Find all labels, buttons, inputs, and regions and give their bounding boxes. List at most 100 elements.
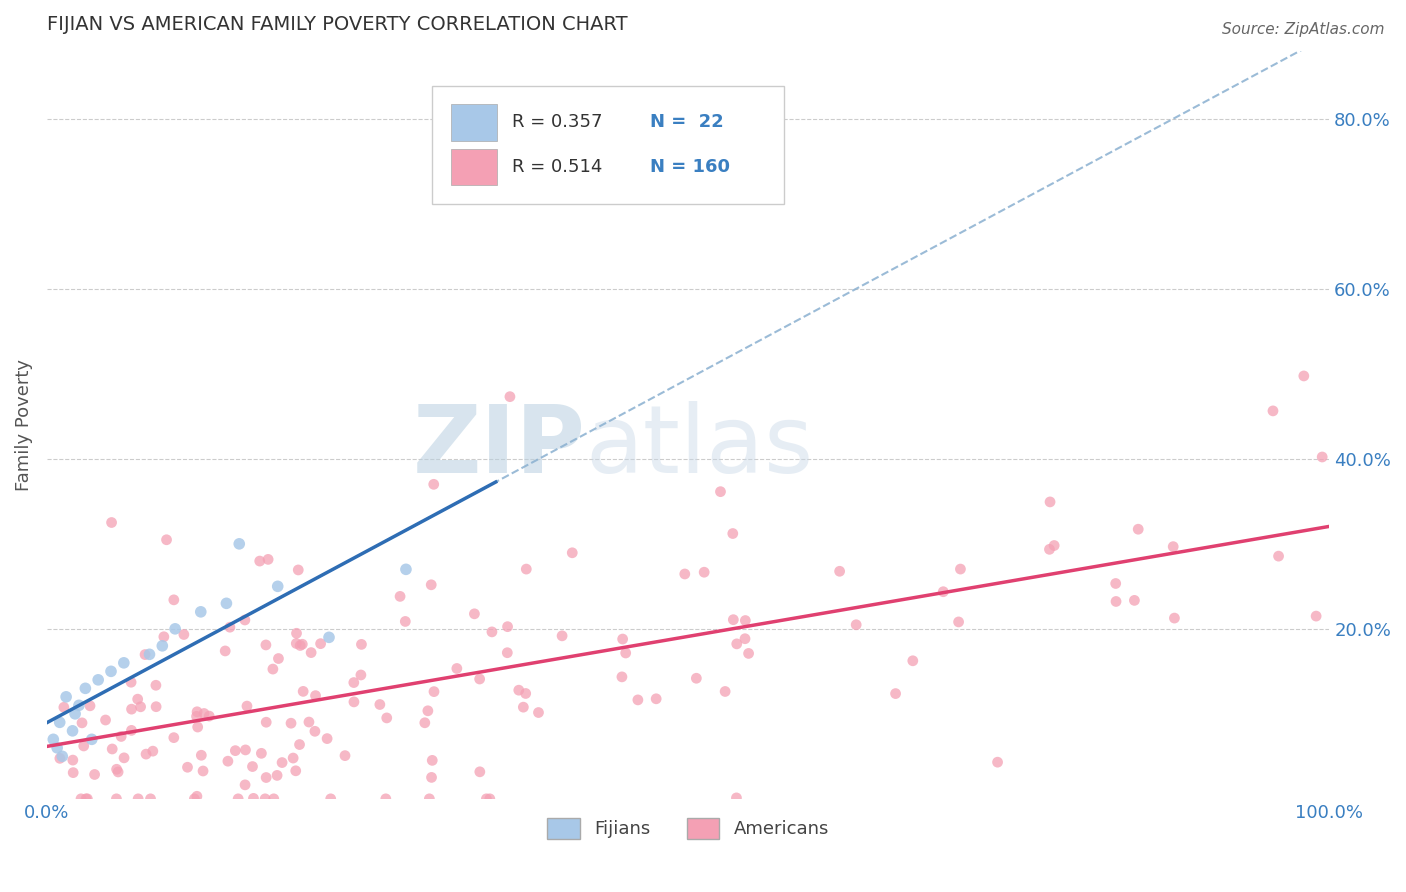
Point [734,632,756,646]
Point [496,646,519,660]
Point [100,665,122,679]
Point [368,698,391,712]
Point [309,637,332,651]
Point [219,620,242,634]
Point [291,637,314,651]
Point [214,644,236,658]
Point [299,646,322,660]
Point [1261,404,1284,418]
Point [1038,542,1060,557]
Point [101,742,124,756]
Point [242,791,264,805]
Point [121,702,143,716]
Point [242,759,264,773]
Point [280,716,302,731]
Point [714,684,737,698]
Point [76,792,98,806]
FancyBboxPatch shape [451,149,496,186]
Point [198,709,221,723]
Point [949,562,972,576]
Point [183,792,205,806]
Point [319,792,342,806]
Point [186,705,208,719]
Point [420,771,443,785]
Point [709,484,731,499]
Point [333,748,356,763]
Point [693,565,716,579]
Point [94,713,117,727]
Point [187,720,209,734]
Y-axis label: Family Poverty: Family Poverty [15,359,32,491]
Point [884,687,907,701]
Point [1161,540,1184,554]
Point [1039,495,1062,509]
Point [105,762,128,776]
Point [422,477,444,491]
Point [673,566,696,581]
Point [1310,450,1333,464]
Point [142,744,165,758]
Point [478,792,501,806]
Point [190,748,212,763]
Point [288,738,311,752]
Point [51,749,73,764]
Point [284,764,307,778]
Point [734,614,756,628]
Point [561,546,583,560]
Point [287,563,309,577]
Point [845,617,868,632]
Point [163,731,186,745]
Point [191,764,214,778]
Point [413,715,436,730]
Point [127,692,149,706]
Point [285,636,308,650]
Point [828,564,851,578]
Point [515,686,537,700]
Point [948,615,970,629]
Point [475,792,498,806]
Point [901,654,924,668]
Point [70,715,93,730]
Point [235,743,257,757]
Point [262,662,284,676]
Point [55,690,77,704]
Point [62,753,84,767]
Point [499,390,522,404]
Point [1267,549,1289,563]
Point [155,533,177,547]
Point [110,730,132,744]
Legend: Fijians, Americans: Fijians, Americans [540,811,837,846]
Point [105,792,128,806]
Point [394,615,416,629]
Point [266,768,288,782]
Point [389,590,412,604]
Point [1128,522,1150,536]
Point [304,689,326,703]
Point [614,646,637,660]
Point [100,516,122,530]
Point [186,789,208,804]
Point [423,684,446,698]
Point [236,699,259,714]
Point [186,709,208,723]
Point [249,554,271,568]
Point [725,637,748,651]
Point [1105,594,1128,608]
Point [271,756,294,770]
Point [496,620,519,634]
Point [48,715,70,730]
Point [292,684,315,698]
Point [254,771,277,785]
Point [254,792,277,806]
Point [290,639,312,653]
Point [173,627,195,641]
Point [304,724,326,739]
Point [46,740,69,755]
Point [318,631,340,645]
Point [79,698,101,713]
Point [153,630,176,644]
Point [1163,611,1185,625]
Point [374,792,396,806]
Point [75,792,97,806]
Point [987,755,1010,769]
